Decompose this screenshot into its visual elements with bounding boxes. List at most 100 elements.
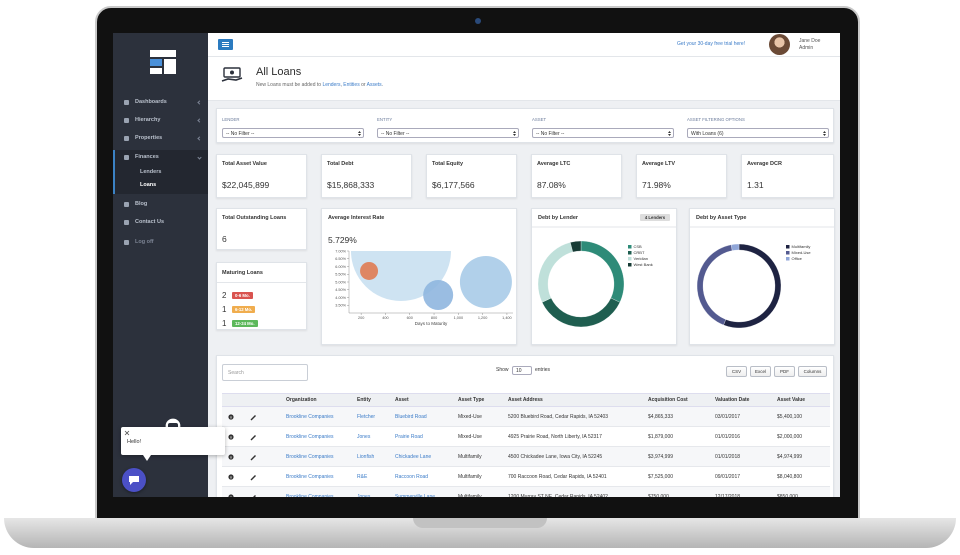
column-header[interactable]: Asset Value [777, 397, 806, 403]
table-card: Search Show 10 entries CSV Excel PDF Columns Org… [216, 355, 834, 497]
search-input[interactable]: Search [222, 364, 308, 381]
x-tick-label: 1,400 [502, 316, 512, 320]
subtitle-link[interactable]: Lenders [322, 82, 341, 88]
nav-item[interactable]: Contact Us [135, 219, 165, 225]
bubble [423, 280, 454, 311]
pencil [250, 475, 256, 481]
filter-select[interactable]: -- No Filter -- [532, 128, 674, 138]
edit-button[interactable] [248, 492, 258, 497]
nav-item[interactable]: Hierarchy [135, 117, 161, 123]
table-link[interactable]: Brookline Companies [286, 434, 334, 440]
x-tick-label: 800 [431, 316, 437, 320]
info-button[interactable] [226, 472, 236, 482]
table-link[interactable]: Brookline Companies [286, 474, 334, 480]
stat-card: Total Asset Value $22,045,899 [216, 154, 307, 198]
column-header[interactable]: Acquisition Cost [648, 397, 688, 403]
nav-item[interactable]: Properties [135, 135, 163, 141]
filter-value: -- No Filter -- [226, 130, 255, 137]
y-tick-label: 4.00% [335, 296, 346, 300]
info-bar [230, 476, 232, 479]
arrow-down [823, 134, 826, 136]
stat-card: Total Equity $6,177,566 [426, 154, 517, 198]
table-link[interactable]: Brookline Companies [286, 454, 334, 460]
arrow-up [668, 131, 671, 133]
column-header[interactable]: Asset Address [508, 397, 543, 403]
table-link[interactable]: Jones [357, 494, 371, 498]
edit-button[interactable] [248, 472, 258, 482]
page-length-select[interactable]: 10 [512, 366, 532, 375]
nav-subitem[interactable]: Loans [140, 182, 157, 188]
edit-button[interactable] [248, 412, 258, 422]
table-row [222, 467, 830, 487]
table-link[interactable]: Summerville Lane [395, 494, 436, 498]
export-button[interactable]: CSV [726, 366, 747, 377]
export-button[interactable]: PDF [774, 366, 795, 377]
edit-button[interactable] [248, 432, 258, 442]
trial-link[interactable]: Get your 30-day free trial here! [677, 41, 746, 47]
table-link[interactable]: Chickadee Lane [395, 454, 432, 460]
info-button[interactable] [226, 452, 236, 462]
export-button[interactable]: Columns [798, 366, 827, 377]
info-button[interactable] [226, 432, 236, 442]
column-header[interactable]: Asset Type [458, 397, 485, 403]
column-header[interactable]: Valuation Date [715, 397, 750, 403]
filter-select[interactable]: -- No Filter -- [377, 128, 519, 138]
export-button[interactable]: Excel [750, 366, 771, 377]
select-arrows-graphic [823, 131, 826, 136]
info-button[interactable] [226, 492, 236, 497]
menu-button[interactable] [218, 39, 233, 50]
icon-hand [221, 77, 243, 82]
table-cell: 09/01/2017 [715, 474, 741, 480]
pencil [253, 495, 256, 497]
page-icon-graphic [221, 67, 243, 82]
table-link[interactable]: Bluebird Road [395, 414, 427, 420]
subtitle-link[interactable]: Entities [343, 82, 360, 88]
table-link[interactable]: Brookline Companies [286, 494, 334, 498]
stat-label: Average LTC [537, 161, 571, 167]
nav-item[interactable]: Log off [135, 239, 154, 245]
close-icon [124, 430, 130, 436]
legend-swatch [628, 245, 632, 249]
filter-select[interactable]: -- No Filter -- [222, 128, 364, 138]
nav-item[interactable]: Blog [135, 201, 148, 207]
table-link[interactable]: Jones [357, 434, 371, 440]
column-header[interactable]: Asset [395, 397, 409, 403]
badge-bg [640, 214, 670, 221]
legend-swatch [628, 263, 632, 267]
y-tick-label: 3.50% [335, 304, 346, 308]
info-icon [228, 414, 234, 420]
table-link[interactable]: Brookline Companies [286, 414, 334, 420]
legend-swatch [786, 257, 790, 261]
nav-subitem[interactable]: Lenders [140, 169, 162, 175]
table-link[interactable]: Lionfish [357, 454, 375, 460]
column-header[interactable]: Organization [286, 397, 317, 403]
icon-coin [230, 70, 234, 75]
subtitle-link[interactable]: Assets [366, 82, 382, 88]
x-axis-label: Days to Maturity [415, 321, 448, 326]
table-link[interactable]: Prairie Road [395, 434, 423, 440]
user-role[interactable]: Admin [799, 45, 814, 51]
filter-select[interactable]: With Loans (6) [687, 128, 829, 138]
column-header[interactable]: Entity [357, 397, 371, 403]
page-header [208, 57, 840, 101]
table-link[interactable]: Fletcher [357, 414, 376, 420]
table-link[interactable]: Raccoon Road [395, 474, 429, 480]
page-subtitle: New Loans must be added to Lenders, Enti… [256, 82, 383, 88]
legend-label: Multifamily [792, 244, 811, 249]
chat-button[interactable] [122, 468, 146, 492]
table-link[interactable]: R&E [357, 474, 368, 480]
legend-label: Veridian [634, 256, 648, 261]
x-tick-label: 200 [358, 316, 364, 320]
subtitle-text: or [359, 82, 367, 88]
chat-close[interactable] [124, 430, 130, 436]
select-arrows [357, 130, 362, 137]
nav-item[interactable]: Dashboards [135, 99, 167, 105]
info-button[interactable] [226, 412, 236, 422]
table-cell: Multifamily [458, 494, 482, 498]
table-cell: $850,000 [777, 494, 798, 498]
nav-item[interactable]: Finances [135, 154, 159, 160]
edit-button[interactable] [248, 452, 258, 462]
edit-icon [250, 475, 256, 481]
table-cell: Mixed-Use [458, 414, 482, 420]
